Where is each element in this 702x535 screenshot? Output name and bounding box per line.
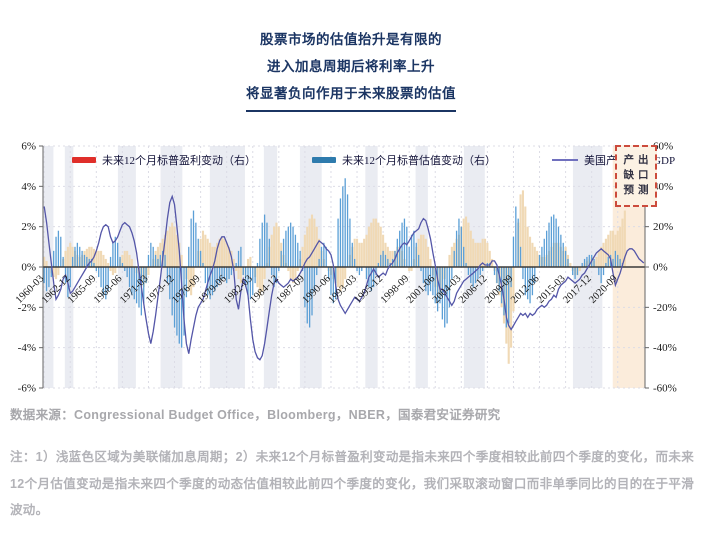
valuation-legend-swatch <box>312 157 336 163</box>
svg-text:40%: 40% <box>653 181 673 193</box>
left-axis-labels: 6% 4% 2% 0% -2% -4% -6% <box>18 141 43 395</box>
chart-legend: 未来12个月标普盈利变动（右） 未来12个月标普估值变动（右） 美国产出缺口/G… <box>72 152 675 168</box>
title-line-2: 进入加息周期后将利率上升 <box>267 59 435 74</box>
output-gap-chart: 6% 4% 2% 0% -2% -4% -6% 60% 40% 20% 0% -20% -40% -60%… <box>0 132 702 402</box>
forecast-annotation-box: 产出 缺口 预测 <box>615 145 657 207</box>
title-line-3: 将显著负向作用于未来股票的估值 <box>0 80 702 112</box>
title-line-1: 股票市场的估值抬升是有限的 <box>260 32 442 47</box>
svg-text:60%: 60% <box>653 141 673 153</box>
legend-item-valuation: 未来12个月标普估值变动（右） <box>312 152 496 168</box>
legend-item-earnings: 未来12个月标普盈利变动（右） <box>72 152 256 168</box>
chart-title-block: 股票市场的估值抬升是有限的 进入加息周期后将利率上升 将显著负向作用于未来股票的… <box>0 0 702 112</box>
title-line-3-underlined: 将显著负向作用于未来股票的估值 <box>246 80 456 112</box>
svg-text:-40%: -40% <box>653 342 677 354</box>
svg-text:4%: 4% <box>21 181 36 193</box>
legend-label-valuation: 未来12个月标普估值变动（右） <box>342 155 496 167</box>
svg-text:0%: 0% <box>21 262 36 274</box>
output-gap-legend-swatch <box>552 159 578 161</box>
svg-text:20%: 20% <box>653 221 673 233</box>
svg-text:-4%: -4% <box>18 342 36 354</box>
forecast-box-row-3: 预测 <box>623 185 653 196</box>
chart-canvas: 6% 4% 2% 0% -2% -4% -6% 60% 40% 20% 0% -20% -40% -60%… <box>14 141 677 395</box>
svg-text:2%: 2% <box>21 221 36 233</box>
earnings-legend-swatch <box>72 157 96 163</box>
output-gap-line <box>43 194 645 361</box>
svg-text:-20%: -20% <box>653 302 677 314</box>
note-text: 注：1）浅蓝色区域为美联储加息周期；2）未来12个月标普盈利变动是指未来四个季度… <box>10 450 694 517</box>
svg-text:-2%: -2% <box>18 302 36 314</box>
svg-text:6%: 6% <box>21 141 36 153</box>
svg-text:-60%: -60% <box>653 383 677 395</box>
forecast-box-row-1: 产出 <box>623 155 653 166</box>
forecast-box-row-2: 缺口 <box>623 170 653 181</box>
data-source-line: 数据来源：Congressional Budget Office，Bloombe… <box>10 408 501 422</box>
legend-label-earnings: 未来12个月标普盈利变动（右） <box>102 155 256 167</box>
svg-text:-6%: -6% <box>18 383 36 395</box>
svg-text:0%: 0% <box>653 262 668 274</box>
